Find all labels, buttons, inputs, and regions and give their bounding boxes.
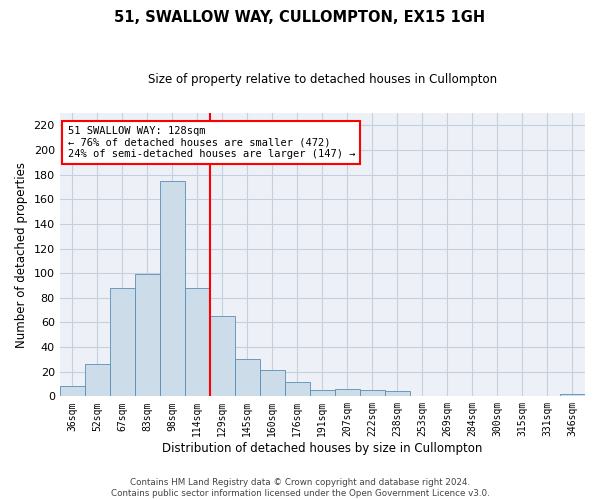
Bar (310, 390, 335, 396)
Bar (360, 390, 385, 396)
Text: 51 SWALLOW WAY: 128sqm
← 76% of detached houses are smaller (472)
24% of semi-de: 51 SWALLOW WAY: 128sqm ← 76% of detached… (68, 126, 355, 159)
Bar (59, 386, 85, 396)
Bar (135, 274, 160, 396)
Bar (285, 382, 310, 396)
Bar (260, 370, 285, 396)
Bar (335, 389, 360, 396)
Bar (85, 364, 110, 396)
Text: Contains HM Land Registry data © Crown copyright and database right 2024.
Contai: Contains HM Land Registry data © Crown c… (110, 478, 490, 498)
Bar (560, 394, 585, 396)
Bar (210, 316, 235, 396)
Bar (385, 392, 410, 396)
Bar (235, 360, 260, 397)
X-axis label: Distribution of detached houses by size in Cullompton: Distribution of detached houses by size … (162, 442, 482, 455)
Bar (185, 288, 210, 397)
Title: Size of property relative to detached houses in Cullompton: Size of property relative to detached ho… (148, 72, 497, 86)
Text: 51, SWALLOW WAY, CULLOMPTON, EX15 1GH: 51, SWALLOW WAY, CULLOMPTON, EX15 1GH (115, 10, 485, 25)
Bar (110, 288, 135, 397)
Y-axis label: Number of detached properties: Number of detached properties (15, 162, 28, 348)
Bar (160, 181, 185, 396)
